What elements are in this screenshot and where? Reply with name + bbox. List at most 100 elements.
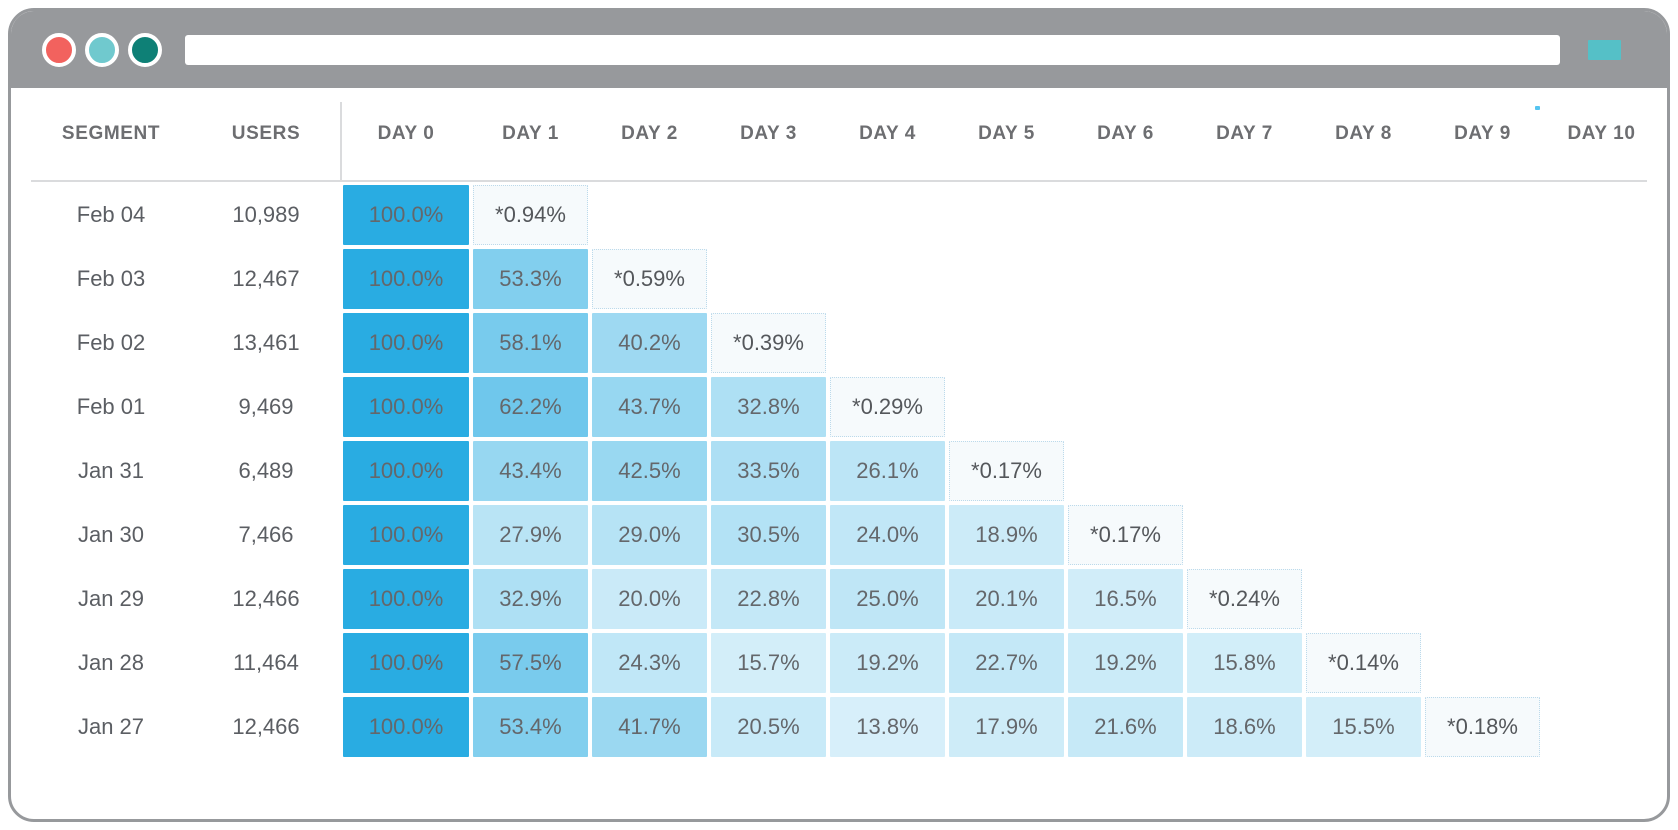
retention-cell: 20.1% [949,569,1064,629]
column-header-day-4: DAY 4 [859,123,916,144]
table-row: Feb 01 9,469 100.0% 62.2% 43.7% 32.8% *0.29% [31,377,1647,437]
segment-label: Feb 01 [76,394,146,419]
retention-cell: 17.9% [949,697,1064,757]
retention-cell: *0.59% [592,249,707,309]
retention-cell: 29.0% [592,505,707,565]
table-row: Jan 30 7,466 100.0% 27.9% 29.0% 30.5% 24.0% 18.… [31,505,1647,565]
retention-cell: 33.5% [711,441,826,501]
retention-cell: 13.8% [830,697,945,757]
retention-cell: 100.0% [343,505,469,565]
retention-cell: 25.0% [830,569,945,629]
retention-cell: 41.7% [592,697,707,757]
retention-cell: 24.3% [592,633,707,693]
retention-cell: 21.6% [1068,697,1183,757]
segment-label: Jan 29 [77,586,145,611]
retention-cell: 100.0% [343,313,469,373]
segment-label: Feb 04 [76,202,146,227]
retention-cell: 15.8% [1187,633,1302,693]
retention-cell: 20.0% [592,569,707,629]
retention-cell: 100.0% [343,633,469,693]
retention-cell: 19.2% [1068,633,1183,693]
column-header-day-5: DAY 5 [978,123,1035,144]
minimize-button-icon[interactable] [85,32,119,67]
retention-cell: 100.0% [343,185,469,245]
retention-cell: 27.9% [473,505,588,565]
column-header-day-10: DAY 10 [1567,123,1636,144]
retention-cell: *0.24% [1187,569,1302,629]
retention-cell: 16.5% [1068,569,1183,629]
retention-cell: 22.8% [711,569,826,629]
column-header-day-7: DAY 7 [1216,123,1273,144]
retention-cell: 19.2% [830,633,945,693]
retention-cell: 42.5% [592,441,707,501]
retention-cell: 100.0% [343,569,469,629]
retention-cell: 57.5% [473,633,588,693]
table-body: Feb 04 10,989 100.0% *0.94% Feb 03 12,467 100.… [31,185,1647,812]
browser-window: SEGMENT USERS DAY 0 DAY 1 DAY 2 DAY 3 DAY 4 DAY… [8,8,1670,822]
retention-cell: 62.2% [473,377,588,437]
retention-cell: 53.4% [473,697,588,757]
retention-cell: 32.8% [711,377,826,437]
column-header-day-3: DAY 3 [740,123,797,144]
retention-cell: 100.0% [343,249,469,309]
retention-cell: *0.17% [1068,505,1183,565]
retention-cell: 32.9% [473,569,588,629]
retention-cell: *0.94% [473,185,588,245]
segment-label: Jan 28 [77,650,145,675]
retention-cell: *0.18% [1425,697,1540,757]
segment-label: Jan 27 [77,714,145,739]
retention-cell: *0.39% [711,313,826,373]
table-row: Feb 02 13,461 100.0% 58.1% 40.2% *0.39% [31,313,1647,373]
retention-cell: 26.1% [830,441,945,501]
retention-cell: *0.14% [1306,633,1421,693]
column-header-day-6: DAY 6 [1097,123,1154,144]
retention-cell: 18.9% [949,505,1064,565]
table-row: Feb 04 10,989 100.0% *0.94% [31,185,1647,245]
segment-label: Feb 03 [76,266,146,291]
traffic-lights [42,32,162,67]
users-value: 10,989 [232,202,300,227]
users-value: 12,466 [232,714,300,739]
retention-cell: 15.5% [1306,697,1421,757]
retention-cell: 100.0% [343,377,469,437]
retention-cell: 22.7% [949,633,1064,693]
column-header-users: USERS [231,123,301,144]
column-header-day-8: DAY 8 [1335,123,1392,144]
retention-cell: 53.3% [473,249,588,309]
table-row: Jan 28 11,464 100.0% 57.5% 24.3% 15.7% 19.2% 22… [31,633,1647,693]
retention-cell: 18.6% [1187,697,1302,757]
zoom-button-icon[interactable] [128,32,162,67]
users-value: 7,466 [238,522,294,547]
retention-cell: 24.0% [830,505,945,565]
cohort-table: SEGMENT USERS DAY 0 DAY 1 DAY 2 DAY 3 DAY 4 DAY… [11,88,1667,812]
retention-cell: 30.5% [711,505,826,565]
table-row: Jan 29 12,466 100.0% 32.9% 20.0% 22.8% 25.0% 20… [31,569,1647,629]
column-header-day-1: DAY 1 [502,123,559,144]
table-row: Jan 31 6,489 100.0% 43.4% 42.5% 33.5% 26.1% *0.… [31,441,1647,501]
users-value: 13,461 [232,330,300,355]
segment-label: Jan 31 [77,458,145,483]
close-button-icon[interactable] [42,32,76,67]
stray-pixel-artifact [1535,106,1540,110]
users-value: 9,469 [238,394,294,419]
retention-cell: 43.4% [473,441,588,501]
users-value: 12,467 [232,266,300,291]
retention-cell: 100.0% [343,441,469,501]
users-value: 6,489 [238,458,294,483]
table-row: Feb 03 12,467 100.0% 53.3% *0.59% [31,249,1647,309]
url-input[interactable] [185,34,1560,65]
retention-cell: 100.0% [343,697,469,757]
retention-cell: 43.7% [592,377,707,437]
segment-label: Jan 30 [77,522,145,547]
retention-cell: 15.7% [711,633,826,693]
retention-cell: 20.5% [711,697,826,757]
column-header-segment: SEGMENT [61,123,161,144]
browser-action-button[interactable] [1588,39,1621,60]
users-value: 11,464 [233,650,299,675]
column-header-day-9: DAY 9 [1454,123,1511,144]
column-separator [340,102,342,180]
retention-cell: 40.2% [592,313,707,373]
retention-cell: 58.1% [473,313,588,373]
column-header-day-0: DAY 0 [377,123,435,144]
column-header-day-2: DAY 2 [621,123,678,144]
